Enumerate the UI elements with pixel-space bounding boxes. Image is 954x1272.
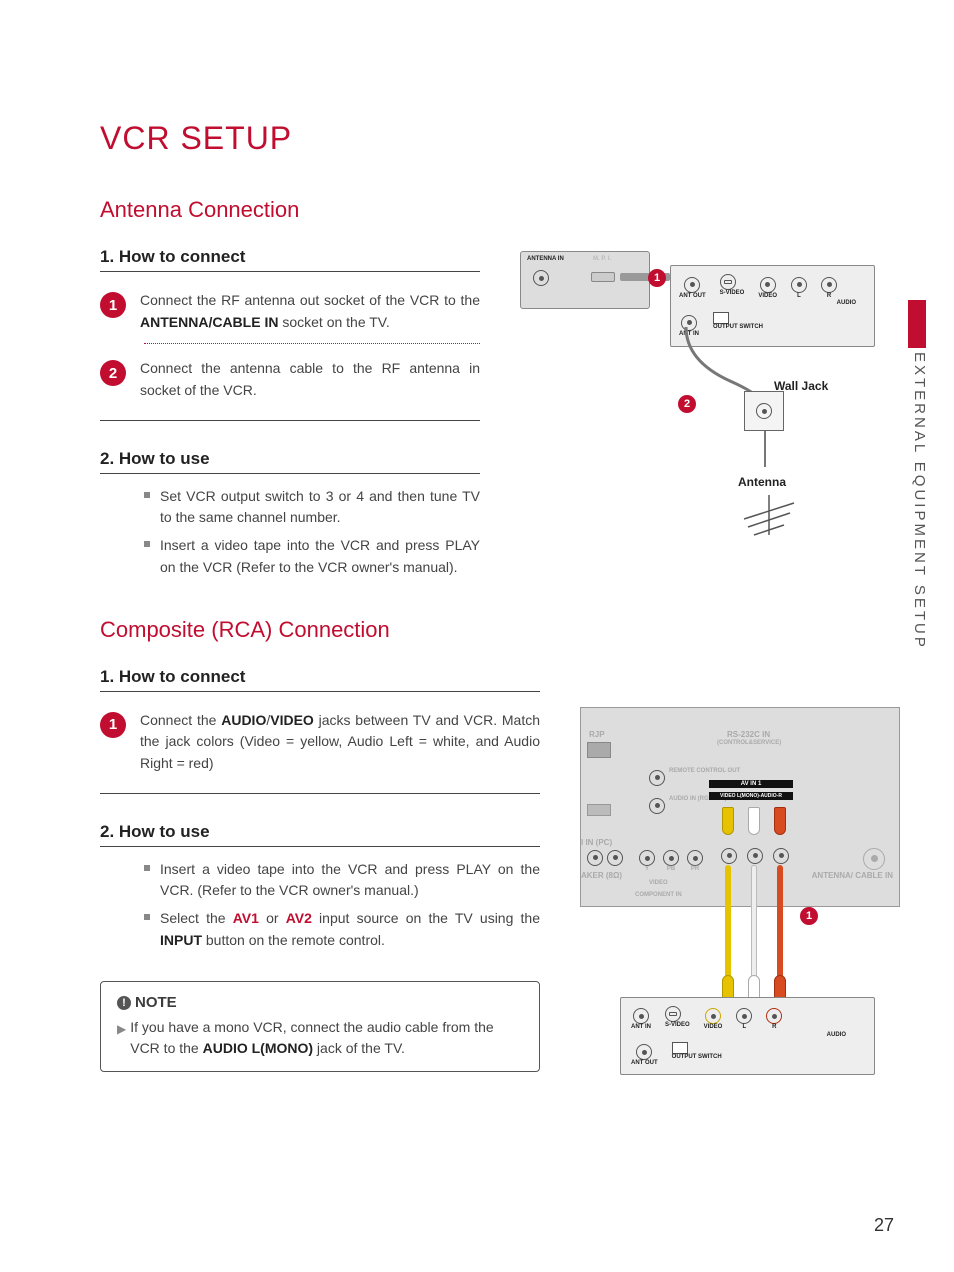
antenna-section-title: Antenna Connection — [100, 197, 894, 223]
antenna-icon — [724, 495, 814, 539]
av-right-jack — [773, 848, 789, 864]
note-icon: ! — [117, 996, 131, 1010]
step-badge: 1 — [100, 712, 126, 738]
bullet-icon — [144, 535, 152, 578]
antenna-diagram: ANTENNA IN M. P. I. 1 ANT OUT S-VIDEO VI… — [520, 251, 880, 551]
bullet-text: Select the AV1 or AV2 input source on th… — [160, 908, 540, 951]
note-box: ! NOTE ▶ If you have a mono VCR, connect… — [100, 981, 540, 1072]
wall-jack — [744, 391, 784, 431]
diagram-badge-2: 2 — [678, 395, 696, 413]
antenna-diagram-col: ANTENNA IN M. P. I. 1 ANT OUT S-VIDEO VI… — [520, 247, 894, 607]
bullet-icon — [144, 859, 152, 902]
side-section-label: EXTERNAL EQUIPMENT SETUP — [911, 352, 928, 650]
cable-left — [751, 865, 757, 985]
composite-connect-block: 1. How to connect 1 Connect the AUDIO/VID… — [100, 667, 540, 794]
vcr-mpi-label: M. P. I. — [593, 256, 611, 262]
bullet-icon — [144, 908, 152, 951]
antenna-use-heading: 2. How to use — [100, 449, 480, 474]
manual-page: EXTERNAL EQUIPMENT SETUP VCR SETUP Anten… — [0, 0, 954, 1272]
step-text: Connect the AUDIO/VIDEO jacks between TV… — [140, 710, 540, 775]
step-text: Connect the antenna cable to the RF ante… — [140, 358, 480, 401]
step-badge: 2 — [100, 360, 126, 386]
step-badge: 1 — [100, 292, 126, 318]
antenna-left-col: 1. How to connect 1 Connect the RF antenn… — [100, 247, 480, 607]
antenna-two-col: 1. How to connect 1 Connect the RF antenn… — [100, 247, 894, 607]
bullet-row: Select the AV1 or AV2 input source on th… — [144, 908, 540, 951]
vcr-tape-slot — [591, 272, 615, 282]
step-row: 1 Connect the AUDIO/VIDEO jacks between T… — [100, 704, 540, 781]
side-tab — [908, 300, 926, 348]
composite-diagram: RJP RS-232C IN (CONTROL&SERVICE) REMOTE … — [580, 707, 900, 1107]
bullet-text: Set VCR output switch to 3 or 4 and then… — [160, 486, 480, 529]
vcr-box-2: ANT IN S-VIDEO VIDEO L R AUDIO ANT OUT O… — [620, 997, 875, 1075]
av-left-jack — [747, 848, 763, 864]
tv-back-panel: RJP RS-232C IN (CONTROL&SERVICE) REMOTE … — [580, 707, 900, 907]
composite-connect-heading: 1. How to connect — [100, 667, 540, 692]
bullet-row: Insert a video tape into the VCR and pre… — [144, 535, 480, 578]
triangle-icon: ▶ — [117, 1017, 126, 1059]
diagram-badge-1: 1 — [648, 269, 666, 287]
bullet-icon — [144, 486, 152, 529]
composite-left-col: 1. How to connect 1 Connect the AUDIO/VID… — [100, 667, 540, 1107]
av-video-jack — [721, 848, 737, 864]
note-title: ! NOTE — [117, 994, 523, 1011]
composite-use-heading: 2. How to use — [100, 822, 540, 847]
bullet-row: Insert a video tape into the VCR and pre… — [144, 859, 540, 902]
bullet-text: Insert a video tape into the VCR and pre… — [160, 535, 480, 578]
note-body: ▶ If you have a mono VCR, connect the au… — [117, 1017, 523, 1059]
page-title: VCR SETUP — [100, 120, 894, 157]
step-text: Connect the RF antenna out socket of the… — [140, 290, 480, 333]
composite-two-col: 1. How to connect 1 Connect the AUDIO/VID… — [100, 667, 894, 1107]
plug-left-tv — [748, 807, 760, 835]
bullet-text: Insert a video tape into the VCR and pre… — [160, 859, 540, 902]
antenna-connect-block: 1. How to connect 1 Connect the RF antenn… — [100, 247, 480, 421]
composite-badge-1: 1 — [800, 907, 818, 925]
cable-video — [725, 865, 731, 985]
vcr-antenna-in-label: ANTENNA IN — [527, 256, 564, 262]
page-number: 27 — [874, 1215, 894, 1236]
antenna-connect-heading: 1. How to connect — [100, 247, 480, 272]
composite-diagram-col: RJP RS-232C IN (CONTROL&SERVICE) REMOTE … — [580, 667, 900, 1107]
bullet-row: Set VCR output switch to 3 or 4 and then… — [144, 486, 480, 529]
antenna-use-block: 2. How to use Set VCR output switch to 3… — [100, 449, 480, 579]
step-row: 1 Connect the RF antenna out socket of th… — [100, 284, 480, 339]
cable-right — [777, 865, 783, 985]
vcr-antenna-in-jack — [533, 270, 549, 286]
antenna-label: Antenna — [738, 475, 786, 489]
plug-video-tv — [722, 807, 734, 835]
composite-section-title: Composite (RCA) Connection — [100, 617, 894, 643]
step-row: 2 Connect the antenna cable to the RF ant… — [100, 352, 480, 407]
composite-use-block: 2. How to use Insert a video tape into t… — [100, 822, 540, 952]
plug-right-tv — [774, 807, 786, 835]
